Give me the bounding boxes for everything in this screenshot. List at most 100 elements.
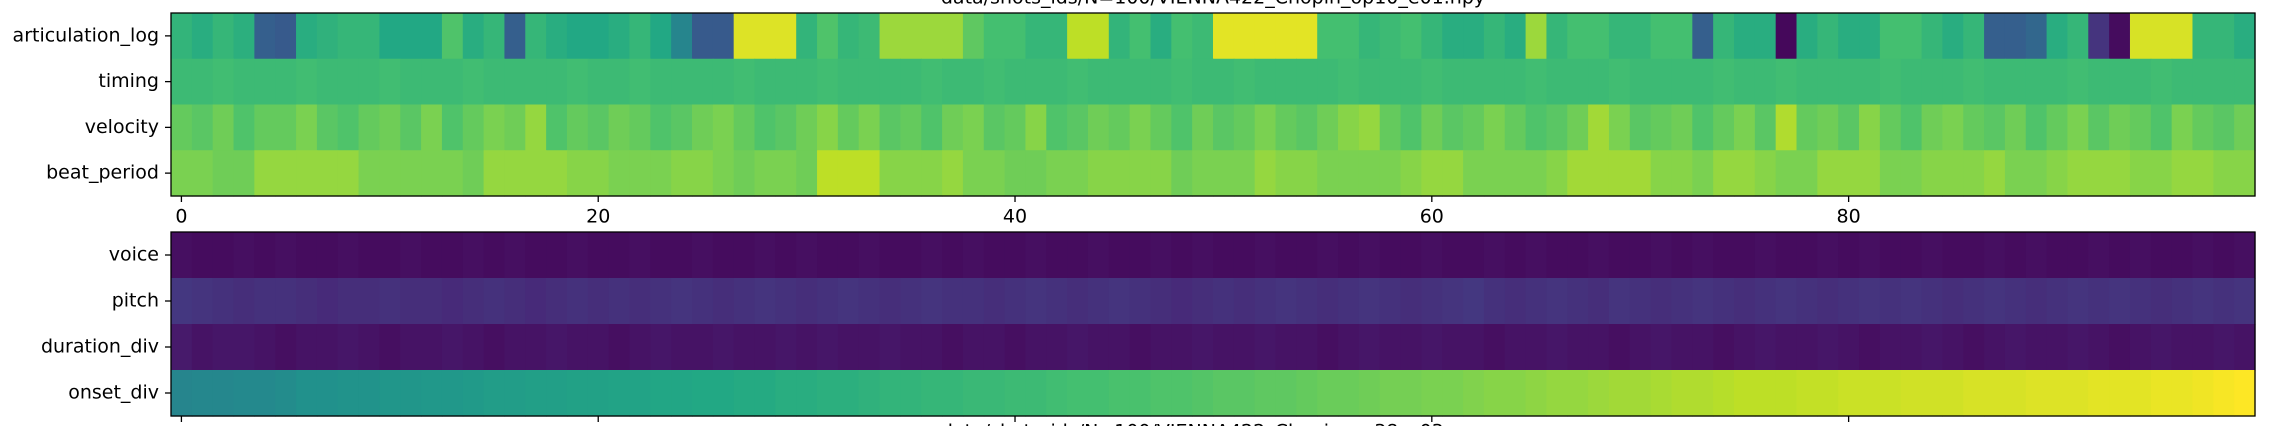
heatmap-cell <box>1067 370 1089 417</box>
heatmap-cell <box>733 278 756 325</box>
heatmap-cell <box>275 370 297 417</box>
heatmap-cell <box>1046 370 1068 417</box>
heatmap-cell <box>1442 324 1464 371</box>
heatmap-cell <box>1087 324 1110 371</box>
heatmap-cell <box>441 232 464 279</box>
heatmap-cell <box>837 13 860 60</box>
heatmap-cell <box>1150 58 1172 106</box>
heatmap-cell <box>379 370 401 417</box>
heatmap-cell <box>1213 58 1235 106</box>
heatmap-cell <box>1233 13 1256 60</box>
heatmap-cell <box>1213 324 1235 371</box>
heatmap-cell <box>441 58 464 106</box>
heatmap-cell <box>1025 324 1047 371</box>
heatmap-cell <box>879 324 901 371</box>
heatmap-cell <box>1900 13 1923 60</box>
heatmap-cell <box>1650 13 1673 60</box>
heatmap-cell <box>233 150 255 197</box>
heatmap-cell <box>1421 58 1443 106</box>
heatmap-cell <box>171 324 193 371</box>
heatmap-cell <box>462 58 485 106</box>
heatmap-cell <box>942 370 964 417</box>
heatmap-cell <box>1775 370 1798 417</box>
heatmap-cell <box>1608 150 1631 197</box>
heatmap-cell <box>1442 58 1464 106</box>
heatmap-cell <box>733 232 756 279</box>
heatmap-cell <box>650 370 672 417</box>
heatmap-cell <box>1400 104 1422 151</box>
heatmap-cell <box>2234 370 2256 417</box>
heatmap-cell <box>1838 232 1860 279</box>
heatmap-cell <box>1254 104 1277 151</box>
heatmap-cell <box>1171 104 1193 151</box>
heatmap-cell <box>358 13 380 60</box>
heatmap-cell <box>1650 370 1673 417</box>
heatmap-cell <box>2046 13 2069 60</box>
heatmap-cell <box>441 278 464 325</box>
heatmap-cell <box>1379 324 1402 371</box>
heatmap-cell <box>1442 232 1464 279</box>
heatmap-cell <box>1671 58 1693 106</box>
heatmap-cell <box>1254 232 1277 279</box>
heatmap-cell <box>2171 278 2194 325</box>
heatmap-cell <box>525 104 547 151</box>
heatmap-cell <box>1171 232 1193 279</box>
heatmap-cell <box>462 104 485 151</box>
heatmap-cell <box>1338 104 1360 151</box>
heatmap-cell <box>2129 13 2152 60</box>
heatmap-cell <box>754 58 776 106</box>
heatmap-cell <box>379 232 401 279</box>
heatmap-cell <box>2088 104 2110 151</box>
heatmap-cell <box>1671 104 1693 151</box>
heatmap-cell <box>921 232 943 279</box>
heatmap-cell <box>1588 232 1610 279</box>
heatmap-cell <box>254 370 276 417</box>
heatmap-cell <box>1859 232 1881 279</box>
heatmap-cell <box>692 232 714 279</box>
heatmap-cell <box>1275 232 1297 279</box>
heatmap-cell <box>2109 13 2131 60</box>
heatmap-cell <box>1129 104 1152 151</box>
heatmap-cell <box>754 104 776 151</box>
heatmap-cell <box>566 104 589 151</box>
heatmap-cell <box>1546 13 1568 60</box>
heatmap-cell <box>1504 324 1527 371</box>
heatmap-cell <box>900 58 922 106</box>
heatmap-cell <box>337 13 360 60</box>
heatmap-cell <box>1463 58 1485 106</box>
x-tick-label: 40 <box>1003 206 1027 228</box>
heatmap-cell <box>421 324 443 371</box>
heatmap-cell <box>921 13 943 60</box>
heatmap-cell <box>2088 324 2110 371</box>
heatmap-cell <box>796 104 818 151</box>
heatmap-cell <box>858 324 881 371</box>
heatmap-cell <box>1358 232 1381 279</box>
heatmap-cell <box>608 278 631 325</box>
heatmap-cell <box>1921 370 1943 417</box>
heatmap-cell <box>1004 232 1027 279</box>
heatmap-cell <box>1838 150 1860 197</box>
heatmap-cell <box>1421 104 1443 151</box>
heatmap-cell <box>1713 58 1735 106</box>
heatmap-cell <box>1275 278 1297 325</box>
heatmap-cell <box>296 104 318 151</box>
heatmap-cell <box>1213 150 1235 197</box>
heatmap-cell <box>712 104 735 151</box>
heatmap-cell <box>983 150 1006 197</box>
heatmap-cell <box>1567 232 1589 279</box>
heatmap-cell <box>1171 278 1193 325</box>
heatmap-cell <box>900 232 922 279</box>
heatmap-cell <box>671 370 693 417</box>
heatmap-cell <box>962 232 985 279</box>
heatmap-cell <box>1067 278 1089 325</box>
heatmap-cell <box>1608 370 1631 417</box>
heatmap-cell <box>2150 324 2173 371</box>
heatmap-cell <box>650 13 672 60</box>
heatmap-cell <box>1338 278 1360 325</box>
heatmap-cell <box>1254 324 1277 371</box>
heatmap-cell <box>1483 370 1506 417</box>
heatmap-cell <box>775 278 797 325</box>
heatmap-cell <box>712 232 735 279</box>
heatmap-cell <box>1358 58 1381 106</box>
heatmap-cell <box>2004 324 2027 371</box>
